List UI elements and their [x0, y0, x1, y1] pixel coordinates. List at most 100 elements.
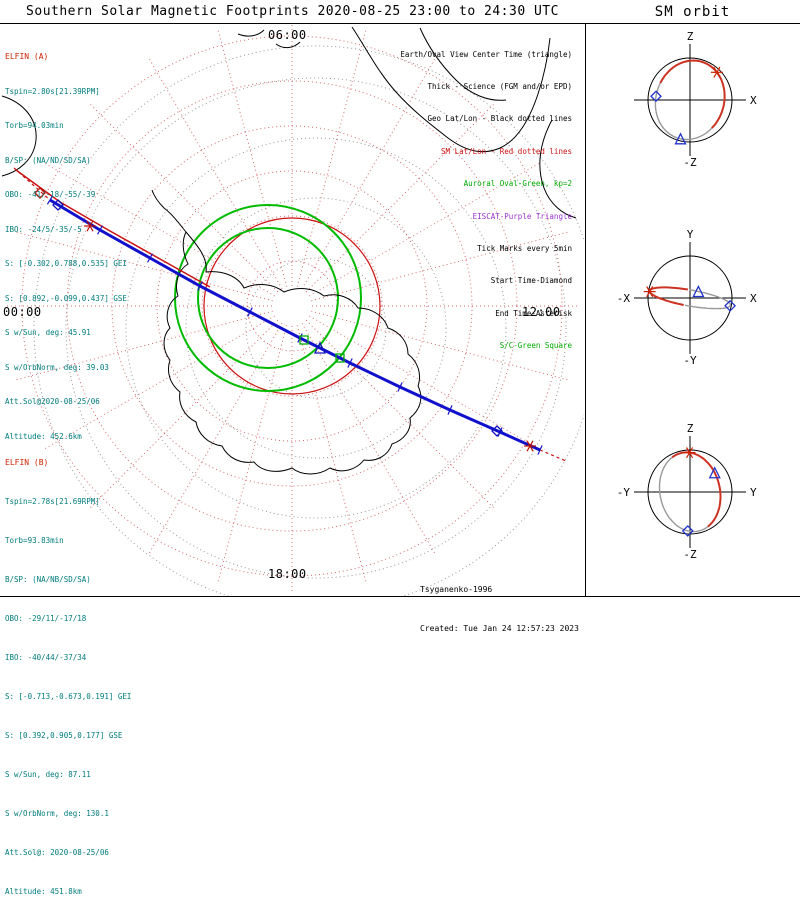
coastline-antarctica [163, 231, 422, 475]
track-pre-science-segment [13, 167, 51, 201]
orbit-segment [658, 456, 709, 533]
legend-item: Thick - Science (FGM and/or EPD) [427, 81, 573, 91]
info-line: S w/Sun, deg: 87.11 [5, 770, 91, 779]
info-line: Altitude: 452.6km [5, 431, 82, 441]
diamond-marker [34, 187, 46, 199]
axis-label: X [750, 292, 757, 305]
axis-label: Z [687, 30, 694, 43]
created-timestamp: Created: Tue Jan 24 12:57:23 2023 [420, 624, 579, 633]
coastline-coast-right [539, 119, 577, 219]
five-min-tick [347, 358, 353, 368]
orbit-science-segment [671, 451, 722, 528]
diamond-marker [681, 524, 694, 537]
axis-label: -Z [683, 548, 697, 561]
legend-item: Auroral Oval-Green, kp=2 [463, 179, 572, 189]
panel-divider-line [585, 23, 586, 596]
diamond-marker [724, 299, 737, 312]
orbit-panel-x-z-plane: Z -Z X [634, 30, 757, 169]
asterisk-marker [686, 447, 694, 459]
info-line: Torb=94.03min [5, 121, 64, 130]
legend-item: EISCAT-Purple Triangle [472, 211, 572, 221]
sm-orbit-title: SM orbit [654, 4, 731, 20]
axis-label: Y [687, 228, 694, 241]
orbit-segment [684, 289, 732, 310]
five-min-tick [537, 445, 543, 455]
info-line: B/SP: (NA/NB/SD/SA) [5, 575, 91, 584]
coastline-antarctic-peninsula [151, 189, 187, 233]
orbit-panel-y-z-plane: Z -Z -Y Y [617, 422, 757, 561]
coastline-islands-top [237, 29, 301, 49]
mlt-label-1200: 12:00 [522, 305, 561, 319]
five-min-tick [197, 281, 203, 291]
info-line: B/SP: (NA/ND/SD/SA) [5, 155, 91, 165]
legend-item: Earth/Oval View Center Time (triangle) [400, 49, 572, 59]
info-line: S: [-0.302,0.788,0.535] GEI [5, 259, 127, 268]
info-line: OBO: -41/-18/-55/-39 [5, 190, 96, 199]
auroral-oval [197, 227, 339, 369]
info-line: Altitude: 451.8km [5, 887, 82, 896]
title-divider-line [0, 23, 800, 24]
plot-canvas: Z -Z X Y -Y -X X Z -Z -Y Y [1, 24, 757, 596]
info-line: S w/OrbNorm, deg: 39.03 [5, 362, 109, 372]
diamond-marker [650, 90, 662, 103]
legend-item: SM Lat/Lon - Red dotted lines [441, 146, 572, 156]
legend-item: Geo Lat/Lon - Black dotted lines [427, 114, 573, 124]
info-line: S: [0.892,-0.099,0.437] GSE [5, 293, 127, 303]
five-min-tick [46, 195, 54, 205]
five-min-tick [447, 405, 453, 415]
asterisk-marker [646, 286, 654, 298]
info-line: IBO: -40/44/-37/34 [5, 653, 87, 662]
info-line: S: [-0.713,-0.673,0.191] GEI [5, 692, 132, 701]
info-line: OBO: -29/11/-17/18 [5, 614, 87, 623]
info-line: S: [0.392,0.905,0.177] GSE [5, 731, 123, 740]
bottom-border-line [0, 596, 800, 597]
axis-label: -Z [683, 156, 697, 169]
axis-label: Y [750, 486, 757, 499]
info-line: Att.Sol@2020-08-25/06 [5, 397, 100, 406]
map-legend: Earth/Oval View Center Time (triangle) T… [330, 28, 572, 363]
asterisk-marker [713, 66, 721, 78]
triangle-marker [708, 466, 721, 479]
coastline-south-america-west [351, 26, 551, 153]
info-line: Tspin=2.78s[21.69RPM] [5, 497, 100, 506]
elfin-b-label: ELFIN (B) [5, 458, 49, 467]
info-line: Tspin=2.80s[21.39RPM] [5, 86, 100, 96]
asterisk-marker [86, 220, 94, 232]
mlt-label-0600: 06:00 [268, 28, 307, 42]
mlt-label-0000: 00:00 [3, 305, 42, 319]
diamond-marker [52, 199, 64, 211]
elfin-a-info: ELFIN (A) Tspin=2.80s[21.39RPM] Torb=94.… [5, 28, 127, 454]
map-layer [1, 24, 584, 596]
plot-footer: Tsyganenko-1996 Created: Tue Jan 24 12:5… [420, 557, 580, 648]
terminator-circle [203, 217, 381, 395]
mlt-label-1800: 18:00 [268, 567, 307, 581]
orbit-panel-x-y-plane: Y -Y -X X [617, 228, 757, 367]
info-line: IBO: -24/5/-35/-5 [5, 224, 82, 234]
legend-item: S/C-Green Square [499, 341, 572, 351]
asterisk-marker [526, 440, 534, 452]
axis-label: -Y [617, 486, 631, 499]
axis-label: -Y [683, 354, 697, 367]
axis-label: -X [617, 292, 631, 305]
info-line: Att.Sol@: 2020-08-25/06 [5, 848, 109, 857]
five-min-tick [397, 382, 403, 392]
elfin-a-label: ELFIN (A) [5, 52, 49, 61]
five-min-tick [147, 253, 153, 263]
info-line: Torb=93.83min [5, 536, 64, 545]
triangle-marker [692, 285, 705, 298]
info-line: S w/Sun, deg: 45.91 [5, 328, 91, 337]
legend-item: Tick Marks every 5min [477, 243, 572, 253]
track-post-science-segment [539, 449, 567, 462]
orbit-science-segment [659, 59, 726, 129]
legend-item: End Time-Asterisk [495, 308, 572, 318]
five-min-tick [247, 307, 253, 317]
five-min-tick [97, 225, 103, 235]
triangle-marker [313, 341, 327, 354]
track-elfin-b-footprint [15, 169, 211, 288]
axis-label: X [750, 94, 757, 107]
triangle-marker [674, 132, 687, 145]
orbit-segment [654, 82, 713, 141]
sc-square-marker [299, 335, 309, 345]
axis-label: Z [687, 422, 694, 435]
page-title: Southern Solar Magnetic Footprints 2020-… [26, 4, 559, 19]
